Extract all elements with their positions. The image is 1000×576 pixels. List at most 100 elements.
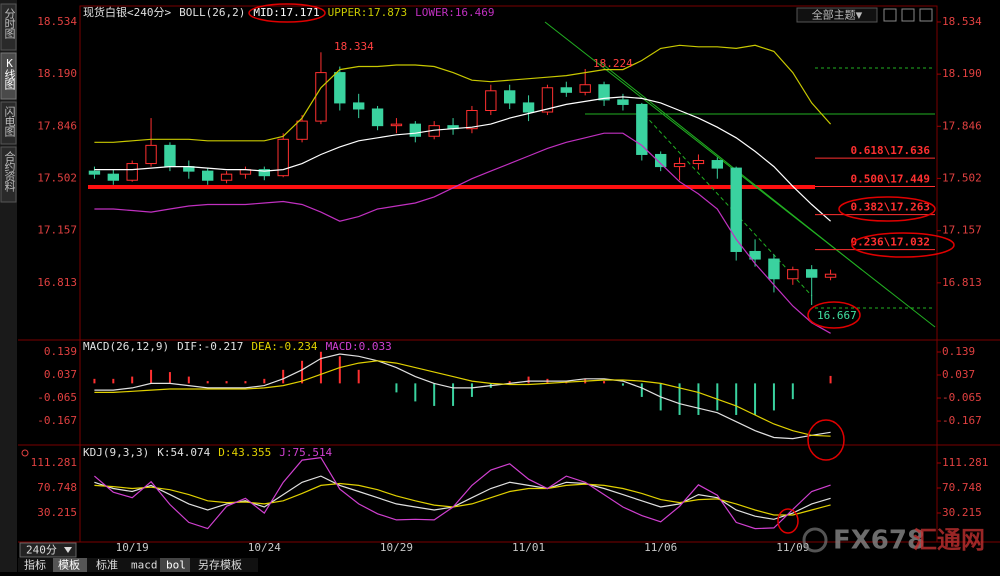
candle-body [654,153,667,168]
candle-body [220,173,233,181]
bottom-tab[interactable]: 模板 [58,558,80,572]
y-tick-label: 18.190 [37,67,77,80]
candle-body [334,72,346,104]
sidebar-tab[interactable] [0,52,17,100]
indicator-line [94,475,831,520]
candle-body [730,167,742,252]
fib-label: 0.500\17.449 [851,172,930,185]
tab-selected [53,558,87,572]
bottom-tab[interactable]: 标准 [96,558,118,572]
legend-label: MACD:0.033 [326,340,392,353]
candle-body [824,273,837,278]
period-button[interactable] [19,542,77,558]
legend-label: BOLL(26,2) [179,6,245,19]
y-tick-label: 17.502 [37,171,77,184]
candle-body [617,99,629,105]
sidebar-tab[interactable] [0,3,17,51]
candle-body [768,258,780,280]
candle-body [560,87,573,93]
candle-body [522,102,535,113]
indicator-line [94,132,831,334]
candle-body [485,90,497,112]
bottom-tab[interactable]: bol [166,559,186,572]
candle-body [352,102,365,110]
sidebar-tab[interactable] [0,146,17,203]
y-tick-label: 0.139 [44,345,77,358]
y-tick-label: 0.037 [44,368,77,381]
watermark: 汇通网 [913,526,985,554]
watermark-logo [802,527,828,553]
theme-button-label[interactable]: 全部主题▼ [812,8,863,22]
low-annotation: 16.667 [817,309,857,322]
candle-body [201,170,214,181]
y-tick-label: 17.846 [942,119,982,132]
sidebar-label[interactable]: K线图 [3,57,16,91]
x-tick-label: 10/19 [116,541,149,554]
y-tick-label: 30.215 [942,506,982,519]
x-tick-label: 10/29 [380,541,413,554]
trend-line [639,109,813,297]
candle-body [164,144,176,168]
bottom-tab[interactable]: macd [131,559,158,572]
y-tick-label: 0.139 [942,345,975,358]
candle-body [636,103,648,155]
legend-label: J:75.514 [279,446,332,459]
watermark: FX678 [833,526,925,556]
bottom-tab[interactable]: 指标 [24,558,46,572]
y-tick-label: 111.281 [31,456,77,469]
legend-label: LOWER:16.469 [415,6,494,19]
candle-body [88,170,101,175]
legend-label: D:43.355 [218,446,271,459]
toolbar-icon[interactable] [883,8,897,22]
x-tick-label: 10/24 [248,541,281,554]
sidebar-label[interactable]: 合约资料 [3,150,16,193]
candle-body [296,120,308,140]
y-tick-label: -0.065 [37,391,77,404]
candle-body [598,84,610,101]
candle-body [390,123,403,127]
legend-label: DEA:-0.234 [251,340,318,353]
legend-label: 现货白银<240分> [83,5,171,19]
sidebar-tab[interactable] [0,101,17,145]
y-tick-label: 18.534 [37,15,77,28]
toolbar-icon[interactable] [919,8,933,22]
candle-body [541,87,554,113]
bottom-tab[interactable]: 另存模板 [198,558,242,572]
theme-button[interactable] [796,7,878,23]
candle-body [107,173,120,181]
legend-label: MID:17.171 [253,6,319,19]
legend-label: UPPER:17.873 [328,6,407,19]
panel-icon [21,449,29,457]
y-tick-label: 16.813 [942,276,982,289]
period-label[interactable]: 240分 [26,544,57,557]
toolbar-icon[interactable] [901,8,915,22]
candle-body [145,144,157,165]
candle-body [409,123,422,137]
indicator-line [94,482,831,516]
y-tick-label: 17.846 [37,119,77,132]
y-tick-label: 30.215 [37,506,77,519]
highlight-ellipse [777,508,799,534]
high-annotation: 18.334 [334,40,374,53]
sidebar-label[interactable]: 闪电图 [3,105,16,138]
y-tick-label: 111.281 [942,456,988,469]
fib-label: 0.236\17.032 [851,236,930,249]
candle-body [371,108,384,127]
highlight-ellipse [838,196,936,222]
fib-label: 0.618\17.636 [851,144,931,157]
dropdown-arrow [64,547,72,553]
candle-body [315,72,327,122]
y-tick-label: -0.167 [942,414,982,427]
y-tick-label: 70.748 [942,481,982,494]
indicator-line [94,96,831,222]
high-annotation: 18.224 [593,57,633,70]
y-tick-label: 0.037 [942,368,975,381]
y-tick-label: 17.502 [942,171,982,184]
legend-label: MACD(26,12,9) [83,340,169,353]
sidebar-label[interactable]: 分时图 [3,8,16,40]
y-tick-label: 16.813 [37,276,77,289]
y-tick-label: 17.157 [942,224,982,237]
candle-body [579,84,591,93]
